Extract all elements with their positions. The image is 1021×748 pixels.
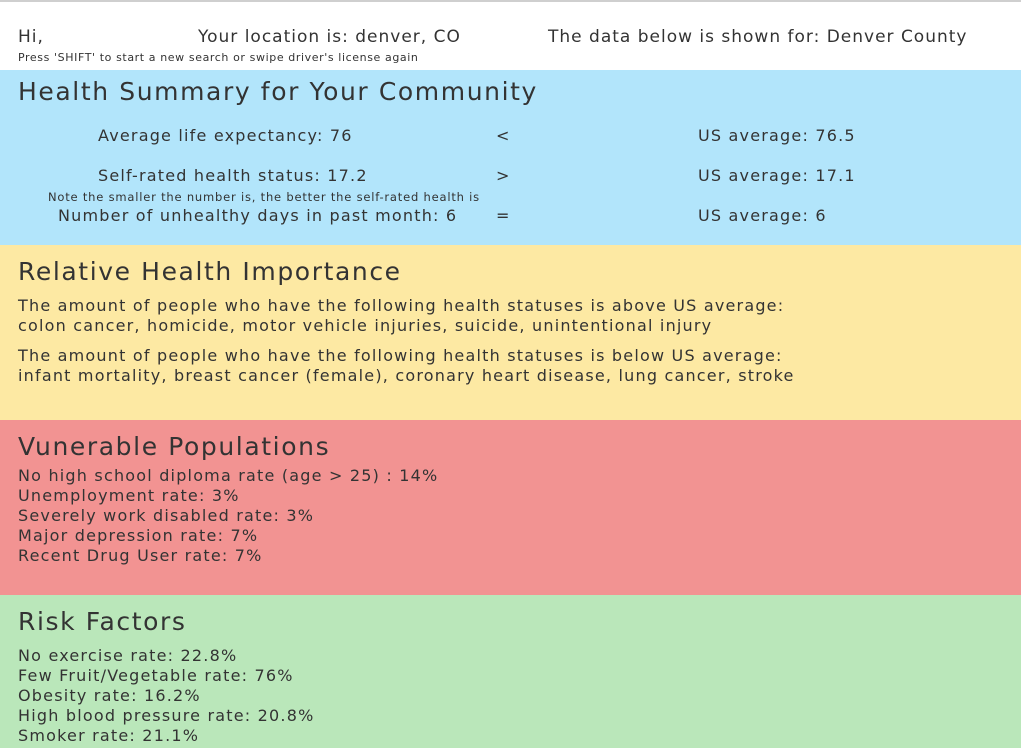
smoker-rate: Smoker rate: 21.1% <box>18 726 200 745</box>
blood-pressure-rate: High blood pressure rate: 20.8% <box>18 706 315 725</box>
fruit-vegetable-rate: Few Fruit/Vegetable rate: 76% <box>18 666 294 685</box>
location-text: Your location is: denver, CO <box>198 27 461 47</box>
unhealthy-days-us-average: US average: 6 <box>698 206 827 225</box>
self-rated-health-value: Self-rated health status: 17.2 <box>98 166 368 185</box>
drug-user-rate: Recent Drug User rate: 7% <box>18 546 263 565</box>
self-rated-health-note: Note the smaller the number is, the bett… <box>48 190 480 204</box>
vulnerable-populations-title: Vunerable Populations <box>18 432 331 461</box>
below-average-intro: The amount of people who have the follow… <box>18 346 783 365</box>
obesity-rate: Obesity rate: 16.2% <box>18 686 201 705</box>
above-average-list: colon cancer, homicide, motor vehicle in… <box>18 316 713 335</box>
data-scope-text: The data below is shown for: Denver Coun… <box>548 27 968 47</box>
work-disabled-rate: Severely work disabled rate: 3% <box>18 506 315 525</box>
life-expectancy-value: Average life expectancy: 76 <box>98 126 353 145</box>
above-average-intro: The amount of people who have the follow… <box>18 296 785 315</box>
greeting-text: Hi, <box>18 27 44 47</box>
self-rated-health-comparison: > <box>496 166 511 185</box>
life-expectancy-comparison: < <box>496 126 511 145</box>
health-summary-title: Health Summary for Your Community <box>18 77 538 106</box>
relative-importance-title: Relative Health Importance <box>18 257 402 286</box>
life-expectancy-us-average: US average: 76.5 <box>698 126 856 145</box>
no-exercise-rate: No exercise rate: 22.8% <box>18 646 238 665</box>
vulnerable-populations-panel: Vunerable Populations No high school dip… <box>0 420 1021 595</box>
below-average-list: infant mortality, breast cancer (female)… <box>18 366 795 385</box>
unhealthy-days-value: Number of unhealthy days in past month: … <box>58 206 458 225</box>
health-summary-panel: Health Summary for Your Community Averag… <box>0 70 1021 245</box>
unemployment-rate: Unemployment rate: 3% <box>18 486 240 505</box>
instruction-hint: Press 'SHIFT' to start a new search or s… <box>18 51 419 64</box>
relative-health-importance-panel: Relative Health Importance The amount of… <box>0 245 1021 420</box>
header-bar: Hi, Your location is: denver, CO The dat… <box>0 0 1021 70</box>
no-diploma-rate: No high school diploma rate (age > 25) :… <box>18 466 439 485</box>
self-rated-health-us-average: US average: 17.1 <box>698 166 856 185</box>
risk-factors-title: Risk Factors <box>18 607 187 636</box>
risk-factors-panel: Risk Factors No exercise rate: 22.8% Few… <box>0 595 1021 748</box>
unhealthy-days-comparison: = <box>496 206 511 225</box>
depression-rate: Major depression rate: 7% <box>18 526 259 545</box>
